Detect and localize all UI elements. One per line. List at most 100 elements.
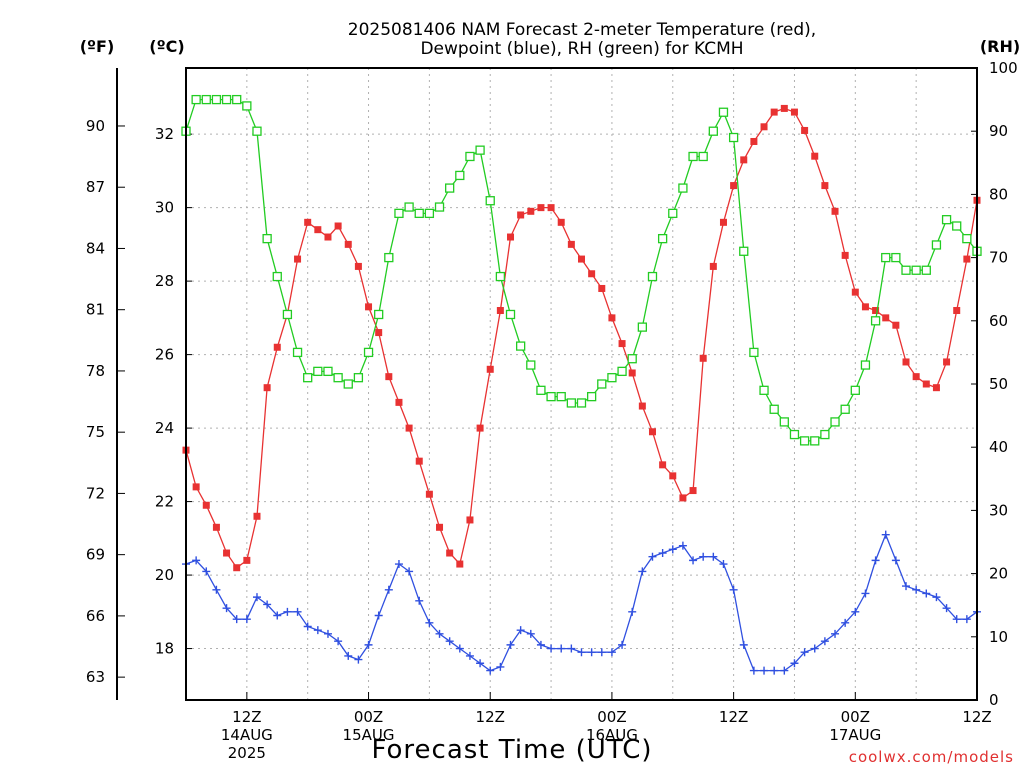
- dewpoint-point: [526, 629, 535, 638]
- temperature-point: [648, 428, 656, 436]
- temperature-point: [811, 152, 819, 160]
- temperature-point: [760, 123, 768, 131]
- x-axis-title: Forecast Time (UTC): [371, 735, 652, 765]
- rh-point: [516, 341, 526, 351]
- rh-point: [394, 208, 404, 219]
- dewpoint-point: [719, 560, 728, 569]
- temperature-point: [953, 307, 961, 315]
- temperature-point: [659, 461, 667, 469]
- temperature-point: [598, 284, 606, 292]
- temperature-point: [882, 314, 890, 322]
- rh-point: [556, 391, 566, 402]
- dewpoint-point: [749, 666, 758, 675]
- temperature-point: [689, 487, 697, 495]
- temperature-point: [588, 270, 596, 278]
- x-tick-label: 2025: [228, 744, 266, 762]
- dewpoint-point: [729, 585, 738, 594]
- dewpoint-point: [547, 644, 556, 653]
- rh-point: [475, 145, 485, 155]
- dewpoint-point: [212, 585, 221, 594]
- dewpoint-point: [557, 644, 566, 653]
- axis-ticks: 18 20 22 24 26 28 30 32 63 66 69 72 75 78 81 84 87 90 0 10 2…: [86, 59, 1018, 762]
- temperature-series: [182, 104, 981, 572]
- fahrenheit-tick-label: 90: [86, 117, 105, 135]
- temperature-point: [476, 424, 484, 432]
- temperature-point: [567, 240, 575, 248]
- fahrenheit-tick-label: 66: [86, 607, 105, 625]
- temperature-point: [517, 211, 525, 219]
- rh-point: [404, 202, 414, 212]
- rh-point: [363, 347, 374, 358]
- rh-point: [911, 265, 921, 275]
- dewpoint-point: [891, 556, 900, 565]
- temperature-point: [314, 226, 322, 234]
- dewpoint-point: [597, 648, 606, 657]
- dewpoint-point: [678, 541, 687, 550]
- rh-point: [455, 170, 465, 181]
- temperature-point: [354, 262, 362, 270]
- rh-point: [668, 208, 678, 219]
- dewpoint-point: [577, 648, 586, 657]
- temperature-point: [436, 523, 444, 531]
- dewpoint-point: [770, 666, 779, 675]
- rh-point: [657, 233, 668, 244]
- rh-tick-label: 30: [989, 501, 1008, 519]
- rh-tick-label: 100: [989, 59, 1018, 77]
- rh-point: [627, 354, 637, 364]
- rh-tick-label: 90: [989, 122, 1008, 140]
- rh-point: [232, 94, 242, 105]
- rh-point: [414, 208, 424, 219]
- rh-tick-label: 40: [989, 438, 1008, 456]
- temperature-point: [233, 564, 241, 572]
- x-tick-label: 17AUG: [829, 726, 881, 744]
- credit-link[interactable]: coolwx.com/models: [849, 748, 1014, 766]
- dewpoint-point: [334, 637, 343, 646]
- temperature-point: [212, 523, 220, 531]
- plot-frame: [185, 67, 978, 701]
- dewpoint-point: [293, 607, 302, 616]
- fahrenheit-tick-label: 75: [86, 423, 105, 441]
- rh-point: [718, 107, 729, 117]
- rh-point: [495, 271, 506, 282]
- rh-point: [424, 208, 435, 219]
- dewpoint-point: [922, 589, 931, 598]
- rh-point: [728, 132, 739, 143]
- temperature-point: [831, 207, 839, 215]
- celsius-tick-label: 32: [155, 125, 174, 143]
- dewpoint-point: [841, 618, 850, 627]
- dewpoint-point: [902, 582, 911, 591]
- temperature-point: [679, 494, 687, 502]
- temperature-point: [243, 556, 251, 564]
- dewpoint-point: [415, 596, 424, 605]
- dewpoint-point: [739, 640, 748, 649]
- dewpoint-point: [506, 640, 515, 649]
- temperature-point: [902, 358, 910, 366]
- x-tick-label: 14AUG: [221, 726, 273, 744]
- rh-point: [262, 233, 272, 244]
- temperature-point: [446, 549, 454, 557]
- x-tick-label: 00Z: [354, 708, 383, 726]
- dewpoint-point: [831, 629, 840, 638]
- temperature-point: [486, 365, 494, 373]
- rh-point: [941, 215, 952, 225]
- rh-point: [526, 360, 536, 370]
- rh-point: [799, 436, 810, 446]
- rh-point: [221, 94, 232, 105]
- dewpoint-point: [536, 640, 545, 649]
- rh-tick-label: 20: [989, 565, 1008, 583]
- temperature-point: [324, 233, 332, 241]
- rh-point: [810, 436, 820, 446]
- temperature-point: [770, 108, 778, 116]
- x-tick-label: 15AUG: [343, 726, 395, 744]
- celsius-tick-label: 22: [155, 493, 174, 511]
- rh-point: [860, 360, 871, 370]
- dewpoint-point: [313, 626, 322, 635]
- dewpoint-point: [709, 552, 718, 561]
- temperature-point: [192, 483, 200, 491]
- rh-point: [779, 417, 789, 427]
- rh-point: [637, 322, 647, 332]
- temperature-point: [395, 398, 403, 406]
- temperature-point: [344, 240, 352, 248]
- temperature-point: [425, 490, 433, 498]
- dewpoint-point: [648, 552, 657, 561]
